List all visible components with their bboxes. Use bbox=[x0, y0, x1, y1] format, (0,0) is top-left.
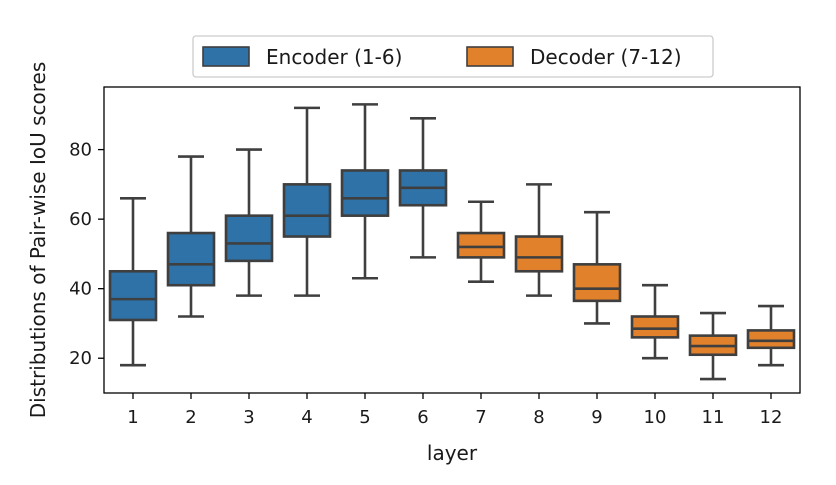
legend-frame bbox=[192, 35, 714, 78]
iqr-box bbox=[166, 231, 216, 287]
y-tick-label: 80 bbox=[69, 140, 92, 161]
iqr-box bbox=[514, 235, 564, 273]
box-layer-10 bbox=[630, 283, 680, 360]
plot-frame bbox=[103, 86, 801, 394]
iqr-box bbox=[282, 183, 332, 238]
y-tick-label: 20 bbox=[69, 348, 92, 369]
iqr-box bbox=[340, 169, 390, 217]
x-tick-label: 3 bbox=[243, 407, 254, 428]
box-layer-12 bbox=[746, 304, 796, 367]
x-axis-label: layer bbox=[427, 441, 478, 465]
x-tick-label: 1 bbox=[127, 407, 138, 428]
legend-label-decoder: Decoder (7-12) bbox=[530, 45, 682, 69]
x-tick-label: 4 bbox=[301, 407, 312, 428]
box-layer-11 bbox=[688, 311, 738, 381]
iqr-box bbox=[630, 315, 680, 339]
x-tick-label: 5 bbox=[359, 407, 370, 428]
y-tick-label: 40 bbox=[69, 279, 92, 300]
box-layer-9 bbox=[572, 210, 622, 325]
x-tick-label: 9 bbox=[591, 407, 602, 428]
box-layer-2 bbox=[166, 155, 216, 318]
x-tick-label: 11 bbox=[702, 407, 725, 428]
iqr-box bbox=[572, 263, 622, 303]
x-tick-label: 7 bbox=[475, 407, 486, 428]
box-layer-1 bbox=[108, 196, 158, 367]
box-layer-4 bbox=[282, 106, 332, 297]
plot-area bbox=[108, 103, 796, 381]
box-layer-7 bbox=[456, 200, 506, 284]
box-layer-8 bbox=[514, 183, 564, 297]
x-tick-label: 12 bbox=[760, 407, 783, 428]
box-layer-6 bbox=[398, 116, 448, 259]
y-tick-label: 60 bbox=[69, 209, 92, 230]
legend-swatch-decoder bbox=[466, 46, 514, 67]
box-layer-3 bbox=[224, 148, 274, 297]
legend-swatch-encoder bbox=[202, 46, 250, 67]
box-layer-5 bbox=[340, 103, 390, 280]
x-tick-label: 8 bbox=[533, 407, 544, 428]
iqr-box bbox=[108, 269, 158, 322]
iqr-box bbox=[456, 231, 506, 259]
iqr-box bbox=[746, 329, 796, 350]
legend: Encoder (1-6) Decoder (7-12) bbox=[192, 35, 714, 78]
x-tick-label: 2 bbox=[185, 407, 196, 428]
iqr-box bbox=[224, 214, 274, 263]
x-tick-label: 10 bbox=[644, 407, 667, 428]
legend-label-encoder: Encoder (1-6) bbox=[266, 45, 402, 69]
y-axis-label: Distributions of Pair-wise IoU scores bbox=[26, 62, 50, 419]
x-tick-label: 6 bbox=[417, 407, 428, 428]
